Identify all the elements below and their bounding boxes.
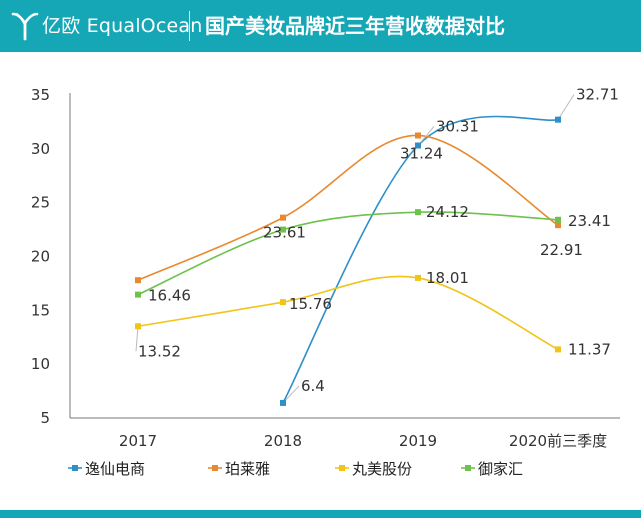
data-point-marker — [135, 277, 141, 284]
header-divider — [189, 11, 190, 41]
x-tick-label: 2019 — [399, 432, 437, 450]
chart-title: 国产美妆品牌近三年营收数据对比 — [205, 14, 505, 38]
data-label: 24.12 — [426, 203, 469, 221]
legend-label: 丸美股份 — [352, 460, 412, 478]
data-point-marker — [135, 323, 141, 330]
bottom-accent-bar — [0, 510, 641, 518]
legend-swatch-marker — [72, 465, 78, 471]
series-line-0 — [282, 115, 559, 404]
x-tick-label: 2017 — [119, 432, 157, 450]
label-leader-line — [417, 126, 435, 146]
data-point-marker — [415, 274, 421, 281]
header-bar: 亿欧 EqualOcean 国产美妆品牌近三年营收数据对比 — [0, 0, 641, 52]
legend-swatch-marker — [212, 465, 218, 471]
y-tick-label: 15 — [31, 301, 50, 319]
y-tick-label: 10 — [31, 355, 50, 373]
data-point-marker — [415, 132, 421, 139]
data-label: 6.4 — [301, 377, 325, 395]
data-label: 32.71 — [576, 86, 619, 104]
legend-label: 珀莱雅 — [225, 460, 270, 478]
chart-legend: 逸仙电商 珀莱雅 丸美股份 御家汇 — [68, 460, 523, 478]
chart-axes: 5 10 15 20 25 30 35 2017 2018 2019 2020前三季度 — [31, 86, 620, 450]
legend-swatch-marker — [465, 465, 471, 471]
data-point-marker — [135, 291, 141, 298]
data-point-marker — [415, 209, 421, 216]
series-line-2 — [137, 275, 559, 351]
data-label: 13.52 — [138, 342, 181, 360]
data-point-marker — [555, 346, 561, 353]
data-label: 22.91 — [540, 241, 583, 259]
data-point-marker — [555, 116, 561, 123]
data-label: 23.41 — [568, 212, 611, 230]
legend-label: 逸仙电商 — [85, 460, 145, 478]
chart-lines — [137, 115, 559, 404]
data-point-marker — [280, 214, 286, 221]
x-tick-label: 2018 — [264, 432, 302, 450]
y-tick-label: 20 — [31, 248, 50, 266]
data-point-marker — [555, 222, 561, 229]
legend-swatch-marker — [339, 465, 345, 471]
series-line-1 — [137, 134, 559, 281]
data-point-marker — [280, 399, 286, 406]
data-label: 18.01 — [426, 269, 469, 287]
line-chart: 5 10 15 20 25 30 35 2017 2018 2019 2020前三季度 6.4 30.… — [31, 86, 620, 478]
x-tick-label: 2020前三季度 — [509, 432, 607, 450]
data-point-marker — [555, 216, 561, 223]
y-tick-label: 35 — [31, 86, 50, 104]
data-label: 23.61 — [263, 224, 306, 242]
data-label: 15.76 — [289, 295, 332, 313]
chart-data-labels: 6.4 30.31 32.71 23.61 31.24 22.91 13.52 15.76 18… — [138, 86, 619, 395]
label-leader-line — [557, 94, 575, 120]
y-logo-icon — [11, 12, 39, 41]
data-point-marker — [280, 299, 286, 306]
chart-markers — [135, 116, 561, 406]
y-tick-label: 5 — [40, 409, 50, 427]
data-label: 11.37 — [568, 340, 611, 358]
brand-name: 亿欧 EqualOcean — [42, 15, 203, 37]
y-tick-label: 25 — [31, 194, 50, 212]
data-label: 30.31 — [436, 117, 479, 135]
data-label: 16.46 — [148, 287, 191, 305]
legend-label: 御家汇 — [478, 460, 523, 478]
y-tick-label: 30 — [31, 140, 50, 158]
series-line-3 — [137, 211, 559, 296]
label-leader-line — [135, 326, 139, 352]
data-label: 31.24 — [400, 144, 443, 162]
data-point-marker — [415, 142, 421, 149]
data-point-marker — [280, 226, 286, 233]
